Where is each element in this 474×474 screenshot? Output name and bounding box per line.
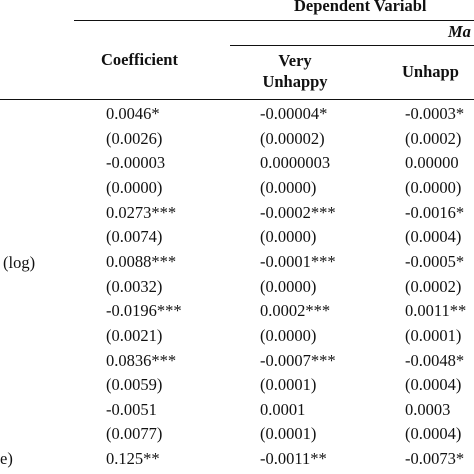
std-error-cell: (0.0000) <box>260 177 317 197</box>
estimate-cell: 0.0836*** <box>106 350 177 370</box>
estimate-cell: -0.0016* <box>405 202 465 222</box>
std-error-cell: (0.0059) <box>106 375 163 395</box>
std-error-cell: (0.0002) <box>405 276 462 296</box>
estimate-cell: -0.0073* <box>405 449 465 469</box>
estimate-cell: -0.0002*** <box>260 202 336 222</box>
row-label-e: e) <box>0 449 13 468</box>
estimate-cell: -0.0048* <box>405 350 465 370</box>
estimate-cell: 0.0011** <box>405 301 467 321</box>
estimate-cell: -0.0001*** <box>260 251 336 271</box>
estimate-cell: -0.0007*** <box>260 350 336 370</box>
col-header-coefficient: Coefficient <box>101 50 178 69</box>
std-error-cell: (0.0074) <box>106 227 163 247</box>
std-error-cell: (0.0000) <box>106 177 163 197</box>
std-error-cell: (0.0004) <box>405 424 462 444</box>
std-error-cell: (0.0000) <box>405 177 462 197</box>
std-error-cell: (0.0001) <box>260 424 317 444</box>
estimate-cell: 0.0000003 <box>260 153 331 173</box>
std-error-cell: (0.0032) <box>106 276 163 296</box>
estimate-cell: -0.00004* <box>260 104 328 123</box>
model-header: Ma <box>448 22 471 41</box>
std-error-cell: (0.0021) <box>106 325 163 345</box>
estimate-cell: -0.0003* <box>405 104 465 123</box>
estimate-cell: 0.00000 <box>405 153 459 173</box>
top-rule <box>74 20 474 21</box>
estimate-cell: -0.0005* <box>405 251 465 271</box>
std-error-cell: (0.0001) <box>405 325 462 345</box>
std-error-cell: (0.0000) <box>260 276 317 296</box>
estimate-cell: 0.0046* <box>106 104 160 123</box>
estimate-cell: -0.0196*** <box>106 301 182 321</box>
std-error-cell: (0.0004) <box>405 227 462 247</box>
std-error-cell: (0.0000) <box>260 325 317 345</box>
estimate-cell: 0.0002*** <box>260 301 331 321</box>
std-error-cell: (0.0004) <box>405 375 462 395</box>
std-error-cell: (0.0000) <box>260 227 317 247</box>
col-header-unhappy: Unhapp <box>402 62 459 81</box>
estimate-cell: -0.00003 <box>106 153 166 173</box>
model-rule <box>230 45 474 46</box>
std-error-cell: (0.0001) <box>260 375 317 395</box>
col-header-very-unhappy-line1: Very <box>278 51 312 70</box>
estimate-cell: -0.0051 <box>106 399 157 419</box>
std-error-cell: (0.0002) <box>405 128 462 148</box>
header-rule <box>0 99 474 100</box>
estimate-cell: 0.0273*** <box>106 202 177 222</box>
estimate-cell: 0.125** <box>106 449 160 469</box>
estimate-cell: 0.0001 <box>260 399 306 419</box>
col-header-very-unhappy-line2: Unhappy <box>262 72 328 91</box>
dependent-variable-header: Dependent Variabl <box>294 0 427 15</box>
std-error-cell: (0.0026) <box>106 128 163 148</box>
std-error-cell: (0.00002) <box>260 128 325 148</box>
row-label-log: (log) <box>3 253 36 272</box>
std-error-cell: (0.0077) <box>106 424 163 444</box>
estimate-cell: 0.0003 <box>405 399 451 419</box>
estimate-cell: 0.0088*** <box>106 251 177 271</box>
estimate-cell: -0.0011** <box>260 449 327 469</box>
